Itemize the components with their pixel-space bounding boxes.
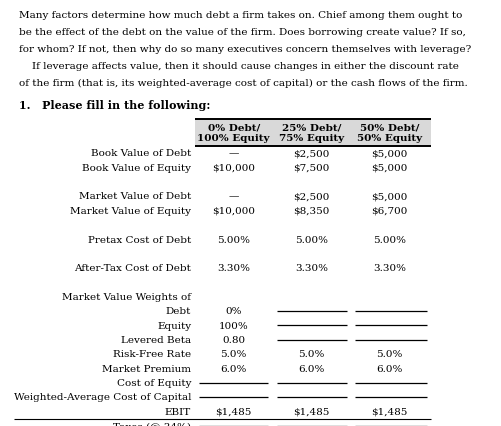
Text: $2,500: $2,500: [294, 192, 330, 201]
Text: —: —: [228, 192, 239, 201]
Text: Market Value of Equity: Market Value of Equity: [70, 206, 191, 215]
Text: Book Value of Debt: Book Value of Debt: [91, 149, 191, 158]
Text: Market Value of Debt: Market Value of Debt: [79, 192, 191, 201]
Text: Market Premium: Market Premium: [102, 364, 191, 373]
Text: $5,000: $5,000: [371, 164, 407, 173]
Text: 100%: 100%: [219, 321, 248, 330]
Text: 25% Debt/
75% Equity: 25% Debt/ 75% Equity: [279, 123, 344, 143]
Text: 50% Debt/
50% Equity: 50% Debt/ 50% Equity: [357, 123, 422, 143]
Text: 5.00%: 5.00%: [373, 235, 406, 244]
Text: —: —: [228, 149, 239, 158]
Bar: [195, 120, 431, 147]
Text: $5,000: $5,000: [371, 149, 407, 158]
Text: Book Value of Equity: Book Value of Equity: [82, 164, 191, 173]
Text: 5.0%: 5.0%: [220, 350, 247, 359]
Text: of the firm (that is, its weighted-average cost of capital) or the cash flows of: of the firm (that is, its weighted-avera…: [19, 79, 467, 88]
Text: $1,485: $1,485: [294, 407, 330, 416]
Text: Risk-Free Rate: Risk-Free Rate: [113, 350, 191, 359]
Text: $5,000: $5,000: [371, 192, 407, 201]
Text: $10,000: $10,000: [212, 164, 255, 173]
Text: $8,350: $8,350: [294, 206, 330, 215]
Text: Levered Beta: Levered Beta: [121, 335, 191, 344]
Text: 5.0%: 5.0%: [376, 350, 402, 359]
Text: 6.0%: 6.0%: [220, 364, 247, 373]
Text: Weighted-Average Cost of Capital: Weighted-Average Cost of Capital: [14, 392, 191, 402]
Text: 5.0%: 5.0%: [299, 350, 325, 359]
Text: 0% Debt/
100% Equity: 0% Debt/ 100% Equity: [197, 123, 270, 143]
Text: $2,500: $2,500: [294, 149, 330, 158]
Text: 5.00%: 5.00%: [295, 235, 328, 244]
Text: Pretax Cost of Debt: Pretax Cost of Debt: [88, 235, 191, 244]
Text: $1,485: $1,485: [371, 407, 407, 416]
Text: After-Tax Cost of Debt: After-Tax Cost of Debt: [74, 264, 191, 273]
Text: 3.30%: 3.30%: [373, 264, 406, 273]
Text: If leverage affects value, then it should cause changes in either the discount r: If leverage affects value, then it shoul…: [19, 62, 459, 71]
Text: 3.30%: 3.30%: [217, 264, 250, 273]
Text: Equity: Equity: [157, 321, 191, 330]
Text: $10,000: $10,000: [212, 206, 255, 215]
Text: 6.0%: 6.0%: [376, 364, 402, 373]
Text: 3.30%: 3.30%: [295, 264, 328, 273]
Text: Many factors determine how much debt a firm takes on. Chief among them ought to: Many factors determine how much debt a f…: [19, 12, 462, 20]
Text: Market Value Weights of: Market Value Weights of: [62, 292, 191, 301]
Text: Taxes (@ 34%): Taxes (@ 34%): [113, 421, 191, 426]
Text: Cost of Equity: Cost of Equity: [117, 378, 191, 387]
Text: $7,500: $7,500: [294, 164, 330, 173]
Text: 0%: 0%: [225, 307, 242, 316]
Text: $6,700: $6,700: [371, 206, 407, 215]
Text: $1,485: $1,485: [215, 407, 252, 416]
Text: Debt: Debt: [166, 307, 191, 316]
Text: EBIT: EBIT: [165, 407, 191, 416]
Text: be the effect of the debt on the value of the firm. Does borrowing create value?: be the effect of the debt on the value o…: [19, 28, 466, 37]
Text: for whom? If not, then why do so many executives concern themselves with leverag: for whom? If not, then why do so many ex…: [19, 45, 471, 54]
Text: 5.00%: 5.00%: [217, 235, 250, 244]
Text: 1.   Please fill in the following:: 1. Please fill in the following:: [19, 100, 210, 111]
Text: 6.0%: 6.0%: [299, 364, 325, 373]
Text: 0.80: 0.80: [222, 335, 245, 344]
